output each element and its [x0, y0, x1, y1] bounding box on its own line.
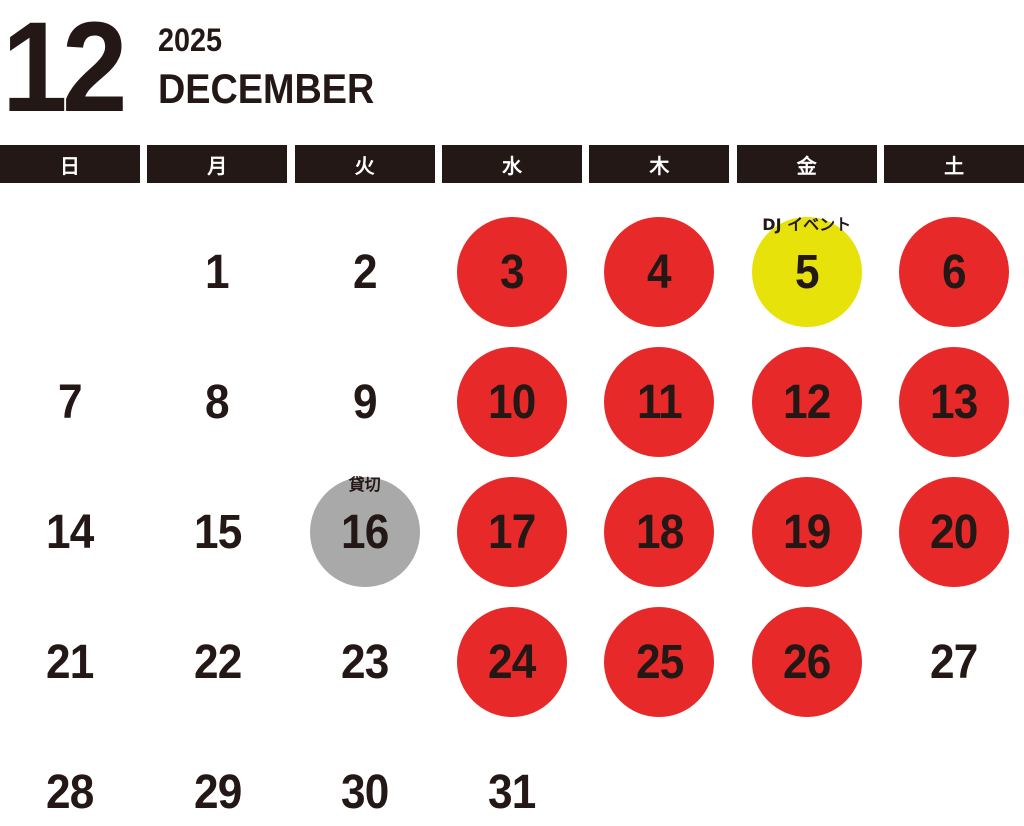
month-name: DECEMBER — [158, 65, 375, 112]
day-cell-open: 2 — [310, 217, 420, 327]
day-number: 29 — [193, 765, 242, 819]
day-cell-open: 23 — [310, 607, 420, 717]
day-cell-closed: 6 — [899, 217, 1010, 327]
day-number: 3 — [500, 245, 525, 299]
day-number: 12 — [783, 375, 831, 429]
day-cell-closed: 4 — [604, 217, 715, 327]
day-cell-open: 21 — [15, 607, 125, 717]
day-cell-closed: 11 — [604, 347, 715, 457]
day-number: 22 — [193, 635, 242, 689]
day-cell-open: 22 — [162, 607, 272, 717]
day-number: 31 — [488, 765, 536, 819]
day-cell-closed: 10 — [457, 347, 567, 457]
day-number: 19 — [783, 505, 831, 559]
day-number: 6 — [942, 245, 967, 299]
day-cell-open: 28 — [15, 737, 125, 826]
weekday-fri: 金 — [736, 145, 877, 183]
day-number: 30 — [340, 765, 389, 819]
day-cell-open: 8 — [162, 347, 272, 457]
day-cell-open: 9 — [310, 347, 420, 457]
day-cell-closed: 18 — [604, 477, 715, 587]
month-number: 12 — [2, 0, 127, 139]
day-number: 27 — [930, 635, 978, 689]
day-number: 16 — [340, 505, 389, 559]
day-number: 1 — [205, 245, 230, 299]
day-number: 21 — [46, 635, 94, 689]
day-number: 9 — [352, 375, 378, 429]
day-cell-closed: 26 — [751, 607, 862, 717]
day-cell-closed: 17 — [457, 477, 567, 587]
day-cell-open: 1 — [162, 217, 272, 327]
day-number: 13 — [930, 375, 978, 429]
day-number: 20 — [930, 505, 978, 559]
day-number: 11 — [636, 375, 683, 429]
day-note: 貸切 — [348, 475, 381, 494]
day-number: 10 — [488, 375, 536, 429]
day-cell-open: 27 — [899, 607, 1009, 717]
day-number: 18 — [635, 505, 684, 559]
day-note: DJ イベント — [762, 215, 852, 234]
day-cell-closed: 20 — [899, 477, 1010, 587]
day-cell-open: 30 — [310, 737, 420, 826]
day-number: 8 — [205, 375, 230, 429]
day-number: 4 — [647, 245, 673, 299]
day-cell-closed: 24 — [457, 607, 567, 717]
day-number: 23 — [340, 635, 389, 689]
day-number: 28 — [46, 765, 94, 819]
weekday-header: 日 月 火 水 木 金 土 — [0, 145, 1024, 183]
day-cell-open: 15 — [162, 477, 272, 587]
day-cell-closed: 25 — [604, 607, 715, 717]
day-cell-open: 29 — [162, 737, 272, 826]
day-number: 26 — [783, 635, 831, 689]
weekday-tue: 火 — [294, 145, 435, 183]
day-number: 17 — [488, 505, 536, 559]
weekday-thu: 木 — [589, 145, 730, 183]
weekday-mon: 月 — [147, 145, 288, 183]
day-cell-open: 31 — [457, 737, 567, 826]
day-cell-closed: 12 — [751, 347, 862, 457]
day-cell-closed: 13 — [899, 347, 1010, 457]
weekday-sun: 日 — [0, 145, 140, 183]
day-number: 15 — [193, 505, 242, 559]
weekday-wed: 水 — [442, 145, 582, 183]
day-cell-event: 5 DJ イベント — [751, 215, 862, 327]
day-number: 5 — [794, 245, 820, 299]
day-cell-reserved: 16 貸切 — [309, 475, 420, 587]
day-number: 7 — [58, 375, 83, 429]
day-cell-open: 7 — [15, 347, 125, 457]
day-cell-closed: 3 — [457, 217, 567, 327]
year: 2025 — [158, 22, 223, 58]
day-number: 24 — [488, 635, 536, 689]
day-number: 2 — [352, 245, 378, 299]
day-cell-closed: 19 — [751, 477, 862, 587]
weekday-sat: 土 — [884, 145, 1024, 183]
day-number: 25 — [635, 635, 684, 689]
day-number: 14 — [46, 505, 94, 559]
day-cell-open: 14 — [15, 477, 125, 587]
